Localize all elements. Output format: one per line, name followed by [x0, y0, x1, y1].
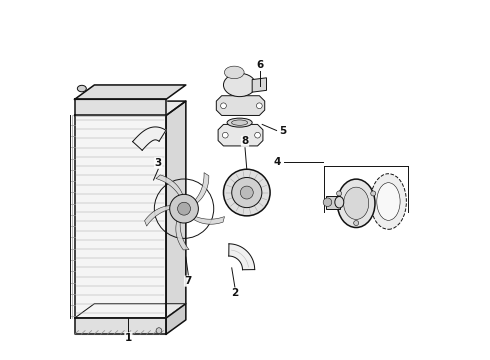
Circle shape	[177, 202, 191, 215]
Polygon shape	[74, 116, 166, 318]
Circle shape	[170, 194, 198, 223]
Polygon shape	[166, 101, 186, 318]
Ellipse shape	[77, 85, 86, 92]
Ellipse shape	[335, 197, 344, 208]
Polygon shape	[145, 206, 175, 226]
Circle shape	[255, 132, 260, 138]
Text: 6: 6	[257, 59, 264, 69]
Text: 5: 5	[279, 126, 286, 135]
Polygon shape	[74, 99, 166, 116]
Circle shape	[156, 328, 162, 333]
Ellipse shape	[337, 179, 375, 228]
Circle shape	[371, 191, 376, 196]
Text: 1: 1	[125, 333, 132, 343]
Circle shape	[223, 169, 270, 216]
Circle shape	[337, 191, 342, 196]
Polygon shape	[216, 96, 265, 116]
Circle shape	[256, 103, 262, 109]
Polygon shape	[156, 175, 184, 200]
Text: 2: 2	[231, 288, 239, 298]
Polygon shape	[218, 125, 263, 146]
Circle shape	[354, 221, 359, 226]
Ellipse shape	[227, 118, 252, 127]
Polygon shape	[192, 172, 209, 206]
Polygon shape	[74, 318, 166, 334]
Polygon shape	[176, 216, 189, 250]
Text: 3: 3	[154, 158, 162, 168]
Polygon shape	[229, 244, 255, 270]
Polygon shape	[74, 101, 186, 116]
Polygon shape	[74, 304, 186, 318]
Text: 8: 8	[242, 136, 248, 146]
Ellipse shape	[370, 174, 406, 229]
Ellipse shape	[223, 73, 256, 96]
Polygon shape	[133, 127, 166, 150]
Polygon shape	[252, 78, 267, 92]
Circle shape	[220, 103, 226, 109]
Ellipse shape	[377, 183, 400, 220]
Circle shape	[323, 198, 332, 207]
Circle shape	[240, 186, 253, 199]
Ellipse shape	[224, 66, 244, 79]
Ellipse shape	[232, 120, 247, 125]
Text: 7: 7	[185, 276, 192, 286]
Polygon shape	[189, 214, 224, 224]
Polygon shape	[74, 85, 186, 99]
Circle shape	[232, 177, 262, 208]
Polygon shape	[326, 196, 340, 209]
Polygon shape	[166, 304, 186, 334]
Ellipse shape	[343, 187, 368, 220]
Circle shape	[222, 132, 228, 138]
Text: 4: 4	[273, 157, 281, 167]
